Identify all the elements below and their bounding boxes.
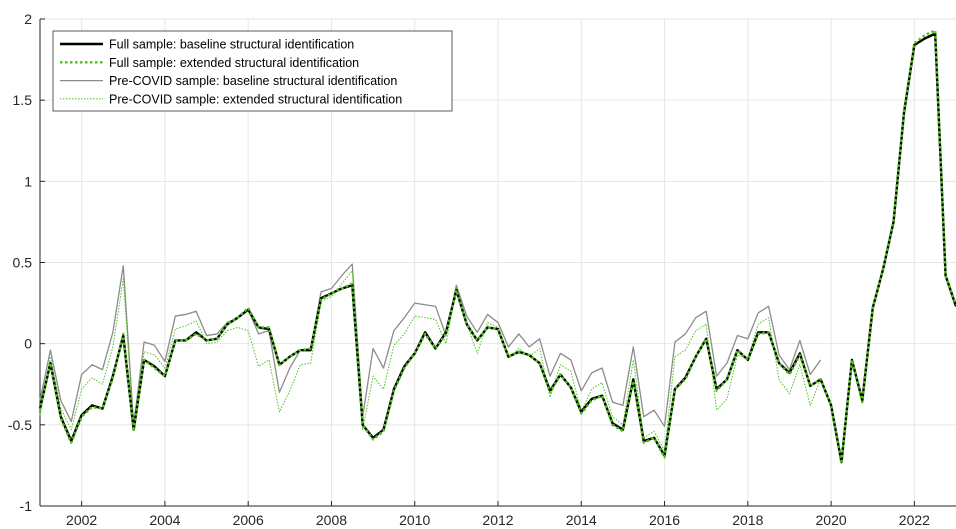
x-tick-label: 2006 [233,512,264,528]
x-tick-label: 2010 [399,512,430,528]
y-tick-label: 0.5 [13,255,33,271]
x-tick-label: 2020 [816,512,847,528]
x-tick-label: 2022 [899,512,930,528]
y-tick-label: 2 [24,11,32,27]
x-tick-label: 2018 [732,512,763,528]
series-line-4 [39,270,822,452]
x-tick-label: 2002 [66,512,97,528]
legend-box [52,30,453,112]
x-tick-label: 2004 [149,512,180,528]
y-tick-label: -1 [20,498,33,514]
legend-label-2: Full sample: extended structural identif… [109,56,359,70]
y-tick-label: -0.5 [8,417,32,433]
series-lines [38,29,956,465]
x-tick-label: 2012 [482,512,513,528]
x-tick-label: 2008 [316,512,347,528]
y-tick-label: 0 [24,336,32,352]
legend-label-1: Full sample: baseline structural identif… [109,38,354,52]
legend-label-3: Pre-COVID sample: baseline structural id… [109,74,397,88]
tick-labels: 2002 2004 2006 2008 2010 2012 2014 2016 2018 2020… [8,11,930,528]
legend: Full sample: baseline structural identif… [52,30,453,112]
axes [39,18,956,507]
legend-label-4: Pre-COVID sample: extended structural id… [109,92,402,106]
x-tick-label: 2016 [649,512,680,528]
y-tick-label: 1 [24,173,32,189]
x-tick-label: 2014 [566,512,597,528]
y-tick-label: 1.5 [13,92,33,108]
series-line-2 [38,29,956,465]
series-line-3 [39,263,822,428]
